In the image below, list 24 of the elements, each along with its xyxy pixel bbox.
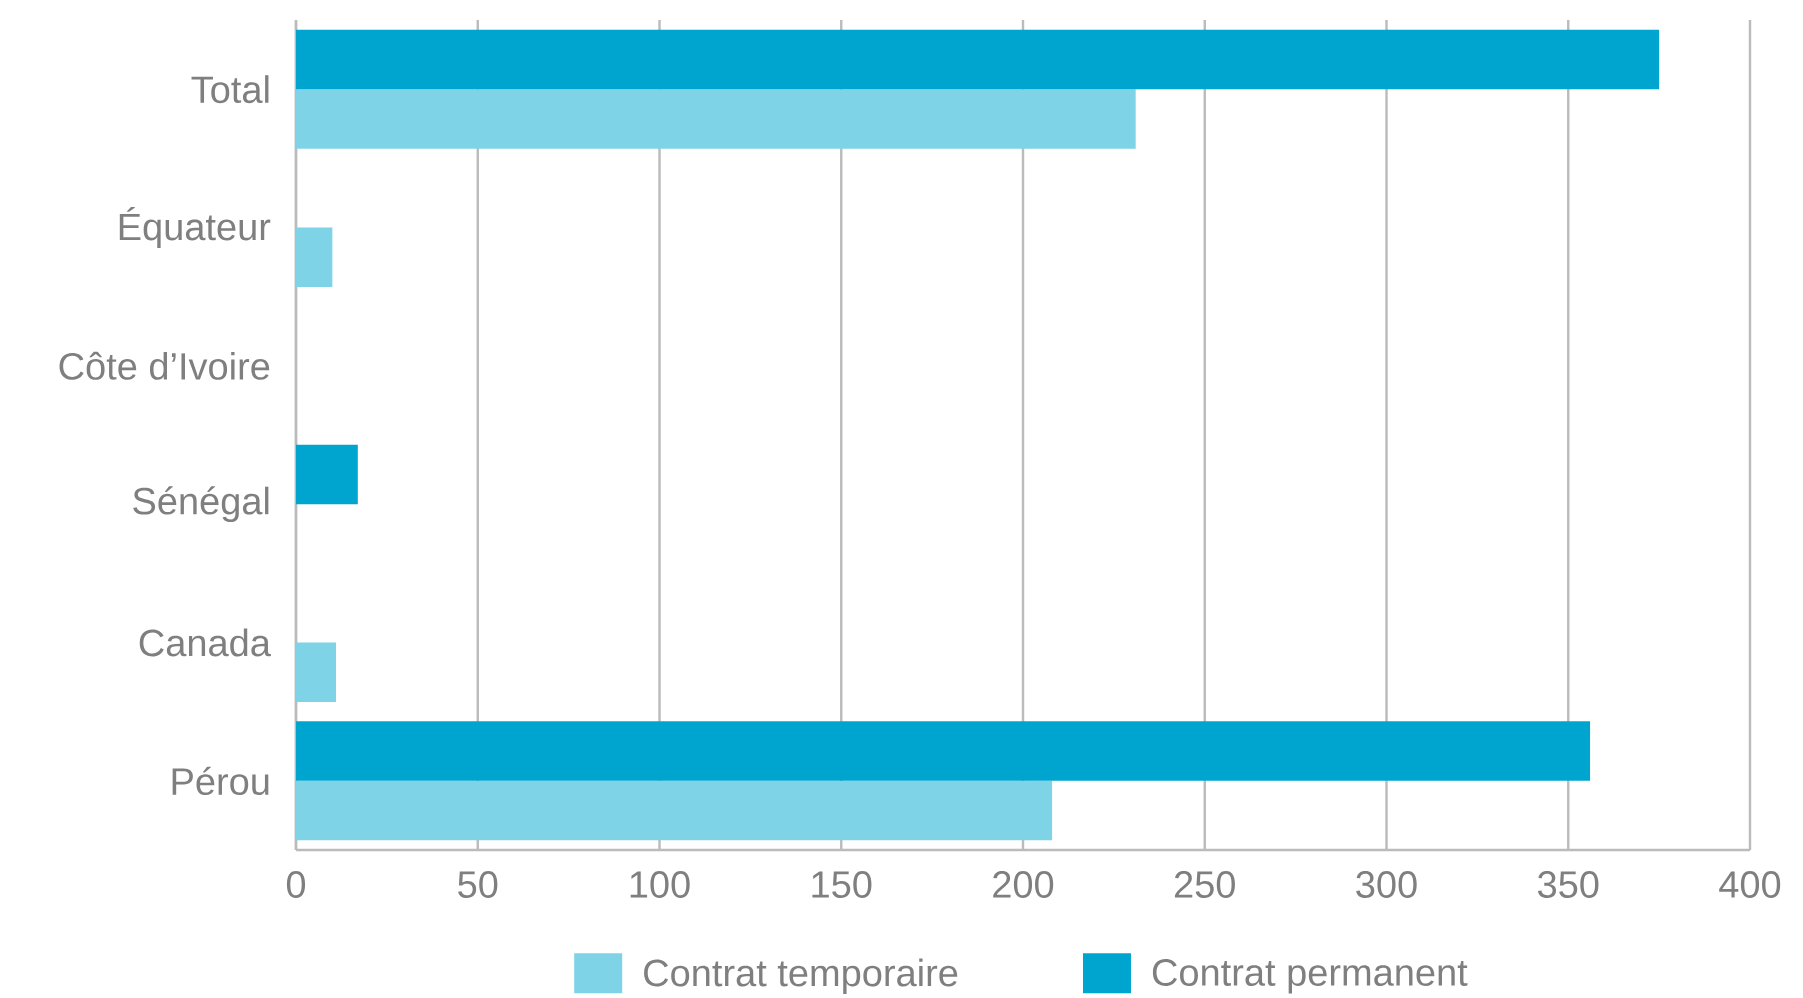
legend-label: Contrat permanent bbox=[1152, 959, 1468, 994]
bar bbox=[296, 29, 1660, 90]
x-tick-label: 0 bbox=[286, 871, 306, 898]
bar bbox=[296, 721, 1591, 781]
y-tick-label: Pérou bbox=[172, 766, 269, 796]
x-tick-label: 400 bbox=[1719, 871, 1781, 898]
x-tick-label: 50 bbox=[458, 871, 498, 898]
bar bbox=[296, 89, 1136, 149]
x-tick-label: 100 bbox=[630, 871, 690, 898]
y-tick-label: Côte d’Ivoire bbox=[59, 351, 270, 380]
y-tick-label: Total bbox=[191, 75, 269, 104]
legend-label: Contrat temporaire bbox=[644, 958, 958, 994]
y-tick-label: Équateur bbox=[119, 207, 271, 248]
bar bbox=[296, 444, 358, 505]
bar bbox=[296, 227, 333, 287]
bar bbox=[296, 642, 336, 702]
x-tick-label: 300 bbox=[1356, 871, 1417, 898]
x-tick-label: 250 bbox=[1174, 871, 1235, 898]
y-tick-label: Sénégal bbox=[133, 486, 269, 523]
x-tick-label: 200 bbox=[993, 871, 1054, 898]
x-tick-label: 350 bbox=[1538, 871, 1599, 898]
bar bbox=[296, 780, 1053, 841]
x-tick-label: 150 bbox=[812, 871, 872, 898]
y-tick-label: Canada bbox=[139, 628, 271, 657]
